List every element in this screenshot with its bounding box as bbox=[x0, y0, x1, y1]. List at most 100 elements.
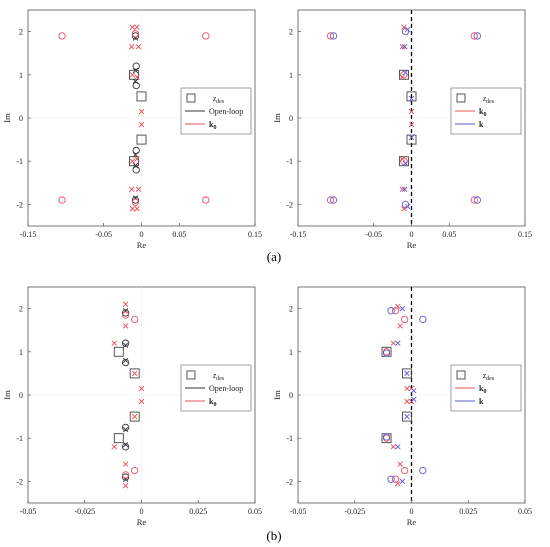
x-axis-label: Re bbox=[137, 517, 147, 527]
x-tick-label: -0.15 bbox=[20, 230, 37, 239]
y-tick-label: 1 bbox=[289, 348, 293, 357]
blue-o-marker bbox=[473, 32, 481, 40]
legend-label-z-des: zdes bbox=[482, 371, 495, 382]
legend-z-des-symbol bbox=[186, 93, 196, 103]
z-des-marker bbox=[398, 156, 409, 167]
red-x-marker bbox=[138, 398, 145, 405]
x-tick-label: 0.05 bbox=[518, 507, 532, 516]
red-x-marker bbox=[395, 303, 401, 310]
red-x-marker bbox=[390, 444, 397, 450]
legend-label: Open-loop bbox=[209, 384, 243, 393]
x-tick-label: 0.05 bbox=[248, 507, 262, 516]
red-x-marker bbox=[399, 74, 406, 80]
black-x-marker bbox=[132, 162, 139, 169]
legend-label: Open-loop bbox=[209, 107, 243, 116]
z-des-marker bbox=[406, 91, 417, 102]
blue-o-marker bbox=[387, 475, 395, 483]
y-tick-label: 2 bbox=[19, 28, 23, 37]
red-x-marker bbox=[138, 121, 145, 128]
x-tick-label: 0.025 bbox=[189, 507, 207, 516]
x-tick-label: -0.025 bbox=[74, 507, 95, 516]
red-o-marker bbox=[401, 466, 409, 475]
black-o-marker bbox=[121, 423, 130, 432]
red-x-marker bbox=[135, 186, 142, 192]
y-axis-label: Im bbox=[2, 390, 12, 400]
red-x-marker bbox=[404, 398, 410, 405]
red-o-marker bbox=[131, 315, 139, 324]
legend-label: k0 bbox=[209, 120, 216, 131]
red-x-marker bbox=[131, 370, 138, 377]
x-axis-label: Re bbox=[407, 240, 417, 250]
legend-label-subscript: 0 bbox=[483, 112, 486, 118]
red-x-marker bbox=[390, 340, 397, 346]
x-tick-label: 0.05 bbox=[172, 230, 186, 239]
red-o-marker bbox=[131, 30, 140, 38]
y-tick-label: 2 bbox=[19, 305, 23, 314]
red-x-marker bbox=[134, 206, 140, 212]
y-axis-label: Im bbox=[272, 113, 282, 123]
y-tick-label: 0 bbox=[19, 114, 23, 123]
x-tick-label: -0.05 bbox=[95, 230, 112, 239]
red-x-marker bbox=[134, 156, 140, 162]
legend-z-des-symbol bbox=[456, 93, 466, 103]
red-x-marker bbox=[129, 72, 136, 78]
y-tick-label: -1 bbox=[16, 157, 23, 166]
y-tick-label: 1 bbox=[19, 348, 23, 357]
red-o-marker bbox=[470, 196, 478, 204]
black-o-marker bbox=[121, 309, 130, 317]
x-tick-label: -0.05 bbox=[20, 507, 37, 516]
y-tick-label: -1 bbox=[286, 157, 293, 166]
blue-x-marker bbox=[401, 44, 408, 50]
red-x-marker bbox=[395, 480, 401, 487]
x-tick-label: 0 bbox=[140, 507, 144, 516]
x-tick-label: 0 bbox=[410, 507, 414, 516]
blue-x-marker bbox=[404, 203, 411, 210]
y-tick-label: -1 bbox=[286, 434, 293, 443]
legend-label-z-des-subscript: des bbox=[216, 99, 225, 105]
red-x-marker bbox=[122, 301, 129, 307]
red-o-marker bbox=[131, 198, 140, 206]
red-x-marker bbox=[128, 186, 135, 192]
red-x-marker bbox=[138, 385, 145, 392]
z-des-marker bbox=[406, 134, 417, 145]
legend-label-z-des-subscript: des bbox=[216, 376, 225, 382]
z-des-marker bbox=[113, 433, 124, 444]
red-o-marker bbox=[121, 471, 130, 479]
red-x-marker bbox=[401, 24, 407, 30]
blue-o-marker bbox=[329, 196, 338, 204]
blue-x-marker bbox=[402, 160, 409, 167]
panel-b-left: -0.05 -0.025 0 0.025 0.05 -2 -1 0 1 2 Re Im zdes Open… bbox=[2, 286, 262, 527]
red-x-marker bbox=[122, 483, 129, 489]
blue-x-marker bbox=[399, 478, 406, 485]
legend-label: k0 bbox=[479, 107, 486, 118]
y-tick-label: 2 bbox=[289, 28, 293, 37]
x-tick-label: 0 bbox=[410, 230, 414, 239]
y-tick-label: 2 bbox=[289, 305, 293, 314]
red-o-marker bbox=[470, 32, 478, 40]
blue-x-marker bbox=[411, 396, 417, 403]
red-o-marker bbox=[202, 32, 210, 40]
red-x-marker bbox=[135, 44, 142, 50]
red-x-marker bbox=[408, 121, 415, 128]
legend-label: k0 bbox=[209, 397, 216, 408]
legend: zdes Open-loop k0 bbox=[180, 87, 252, 135]
z-des-marker bbox=[136, 134, 147, 145]
legend-z-des-symbol bbox=[456, 370, 466, 380]
x-tick-label: 0 bbox=[140, 230, 144, 239]
y-tick-label: 1 bbox=[19, 71, 23, 80]
y-tick-label: 0 bbox=[289, 391, 293, 400]
blue-o-marker bbox=[329, 32, 338, 40]
blue-o-marker bbox=[387, 307, 395, 315]
legend-label-z-des: zdes bbox=[482, 94, 495, 105]
red-x-marker bbox=[129, 24, 136, 30]
legend-label-z-des: zdes bbox=[212, 371, 225, 382]
red-o-marker bbox=[391, 475, 400, 483]
z-des-marker bbox=[398, 69, 409, 80]
x-axis-label: Re bbox=[137, 240, 147, 250]
red-x-marker bbox=[408, 108, 415, 115]
red-o-marker bbox=[121, 311, 130, 319]
y-tick-label: 0 bbox=[289, 114, 293, 123]
blue-o-marker bbox=[419, 466, 427, 475]
red-x-marker bbox=[397, 461, 403, 467]
